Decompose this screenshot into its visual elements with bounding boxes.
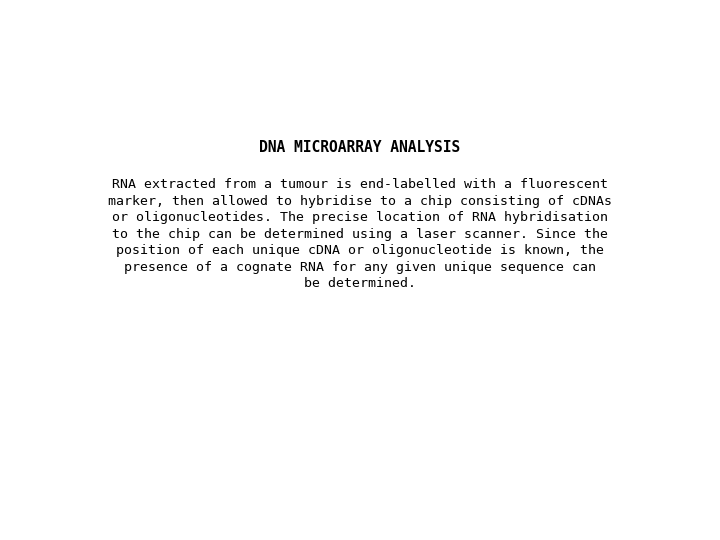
- Text: DNA MICROARRAY ANALYSIS: DNA MICROARRAY ANALYSIS: [259, 140, 461, 156]
- Text: RNA extracted from a tumour is end-labelled with a fluorescent
marker, then allo: RNA extracted from a tumour is end-label…: [108, 178, 612, 290]
